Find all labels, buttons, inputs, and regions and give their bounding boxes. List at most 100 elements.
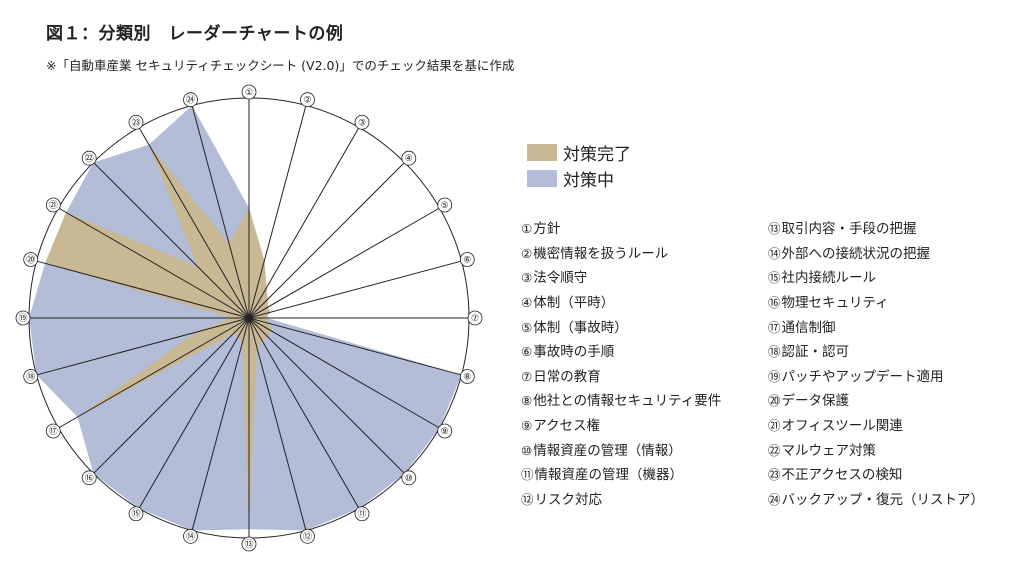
legend: 対策完了 対策中 — [527, 139, 631, 191]
category-label: 外部への接続状況の把握 — [781, 245, 931, 262]
axis-label: ㉑ — [49, 200, 58, 211]
radar-spoke — [248, 207, 440, 319]
radar-spoke — [248, 317, 440, 429]
radar-spoke — [248, 127, 360, 319]
axis-label-badge — [437, 197, 453, 213]
category-number: ④ — [521, 294, 533, 310]
category-item: ⑳データ保護 — [768, 389, 984, 414]
category-label: アクセス権 — [533, 418, 601, 435]
axis-label: ⑫ — [303, 531, 312, 542]
axis-label-badge — [354, 506, 370, 522]
axis-label-badge — [300, 92, 315, 108]
category-label: 認証・認可 — [781, 344, 850, 361]
category-item: ㉓不正アクセスの検知 — [768, 463, 984, 488]
category-label: 不正アクセスの検知 — [781, 467, 903, 484]
category-item: ⑧他社との情報セキュリティ要件 — [521, 389, 721, 414]
category-label: データ保護 — [781, 393, 850, 410]
chart-title: 図１：分類別 レーダーチャートの例 — [46, 24, 344, 44]
radar-spoke — [58, 317, 250, 429]
category-item: ③法令順守 — [521, 266, 721, 291]
category-item: ⑭外部への接続状況の把握 — [768, 242, 984, 267]
legend-label-done: 対策完了 — [563, 144, 631, 165]
radar-spoke — [93, 317, 250, 474]
category-number: ⑯ — [768, 294, 781, 310]
axis-label: ⑮ — [131, 509, 140, 520]
axis-label: ㉓ — [131, 117, 140, 128]
axis-label-badge — [183, 92, 198, 108]
category-label: 体制（事故時） — [533, 319, 628, 336]
axis-label: ⑧ — [463, 372, 471, 382]
axis-label-badge — [401, 150, 417, 166]
category-label: 通信制御 — [781, 319, 836, 336]
category-number: ㉔ — [768, 492, 781, 508]
radar-chart: ① ② ③ ④ ⑤ ⑥ ⑦ ⑧ ⑨ ⑩ ⑪ ⑫ ⑬ ⑭ ⑮ ⑯ ⑰ ⑱ ⑲ ⑳ ㉑ ㉒ ㉓ ㉔ — [15, 84, 483, 552]
axis-label-badge — [459, 369, 475, 384]
category-number: ㉓ — [768, 467, 781, 483]
category-label: マルウェア対策 — [781, 442, 877, 459]
axis-label-badge — [81, 470, 97, 486]
axis-label: ⑥ — [463, 256, 471, 266]
axis-label-badge — [15, 310, 31, 326]
series-area-done — [44, 144, 272, 530]
radar-spoke — [248, 317, 462, 376]
axis-label-badge — [437, 423, 453, 439]
category-number: ⑱ — [768, 344, 781, 360]
axis-label-badge — [401, 470, 417, 486]
axis-label: ⑭ — [186, 531, 195, 542]
category-item: ⑨アクセス権 — [521, 414, 721, 439]
category-number: ⑲ — [768, 368, 781, 384]
axis-label: ③ — [358, 118, 366, 128]
category-number: ㉑ — [768, 418, 781, 434]
category-number: ⑤ — [521, 319, 533, 335]
category-label: リスク対応 — [534, 492, 603, 509]
category-label: 事故時の手順 — [533, 344, 615, 361]
category-item: ⑲パッチやアップデート適用 — [768, 365, 984, 390]
legend-swatch-done — [527, 143, 557, 161]
category-number: ⑨ — [521, 418, 533, 434]
axis-label: ⑤ — [441, 201, 449, 211]
axis-label: ⑯ — [85, 473, 94, 484]
axis-label-badge — [23, 369, 39, 384]
category-item: ⑯物理セキュリティ — [768, 291, 984, 316]
category-label: 物理セキュリティ — [781, 294, 889, 311]
axis-label-badge — [128, 114, 144, 130]
category-label: 体制（平時） — [533, 294, 615, 311]
category-number: ⑬ — [768, 221, 781, 236]
category-item: ⑤体制（事故時） — [521, 316, 721, 341]
category-number: ⑩ — [521, 442, 533, 458]
category-number: ⑦ — [521, 368, 533, 384]
axis-label-badge — [23, 252, 39, 267]
axis-label: ㉔ — [186, 95, 195, 106]
category-list-left: ①方針 ②機密情報を扱うルール ③法令順守 ④体制（平時） ⑤体制（事故時） ⑥事故時の手… — [521, 217, 721, 513]
axis-label: ⑩ — [405, 474, 413, 484]
legend-swatch-in-progress — [527, 169, 557, 187]
axis-label-badge — [128, 506, 144, 522]
axis-label: ⑪ — [357, 509, 366, 520]
category-item: ⑰通信制御 — [768, 316, 984, 341]
category-item: ㉒マルウェア対策 — [768, 439, 984, 464]
category-list-right: ⑬取引内容・手段の把握 ⑭外部への接続状況の把握 ⑮社内接続ルール ⑯物理セキュリティ… — [768, 217, 984, 513]
category-number: ③ — [521, 270, 533, 286]
legend-item-done: 対策完了 — [527, 139, 631, 165]
axis-label-badge — [45, 423, 61, 439]
category-label: オフィスツール関連 — [781, 418, 903, 435]
axis-label: ② — [303, 96, 311, 106]
chart-subtitle: ※「自動車産業 セキュリティチェックシート (V2.0)」でのチェック結果を基に… — [46, 58, 515, 73]
category-number: ⑫ — [521, 492, 534, 508]
axis-label: ⑦ — [471, 314, 479, 324]
radar-spoke — [36, 317, 250, 376]
axis-label: ④ — [405, 154, 413, 164]
radar-spoke — [36, 260, 250, 319]
category-item: ⑮社内接続ルール — [768, 266, 984, 291]
category-number: ⑪ — [521, 467, 534, 483]
axis-label-badge — [81, 150, 97, 166]
category-label: 情報資産の管理（情報） — [533, 442, 682, 459]
category-item: ⑪情報資産の管理（機器） — [521, 463, 721, 488]
axis-label-badge — [354, 114, 370, 130]
axis-label-badge — [241, 536, 257, 552]
category-label: 社内接続ルール — [781, 270, 877, 287]
category-item: ⑱認証・認可 — [768, 340, 984, 365]
category-label: バックアップ・復元（リストア） — [781, 492, 985, 509]
radar-spoke — [58, 207, 250, 319]
category-number: ⑥ — [521, 344, 533, 360]
